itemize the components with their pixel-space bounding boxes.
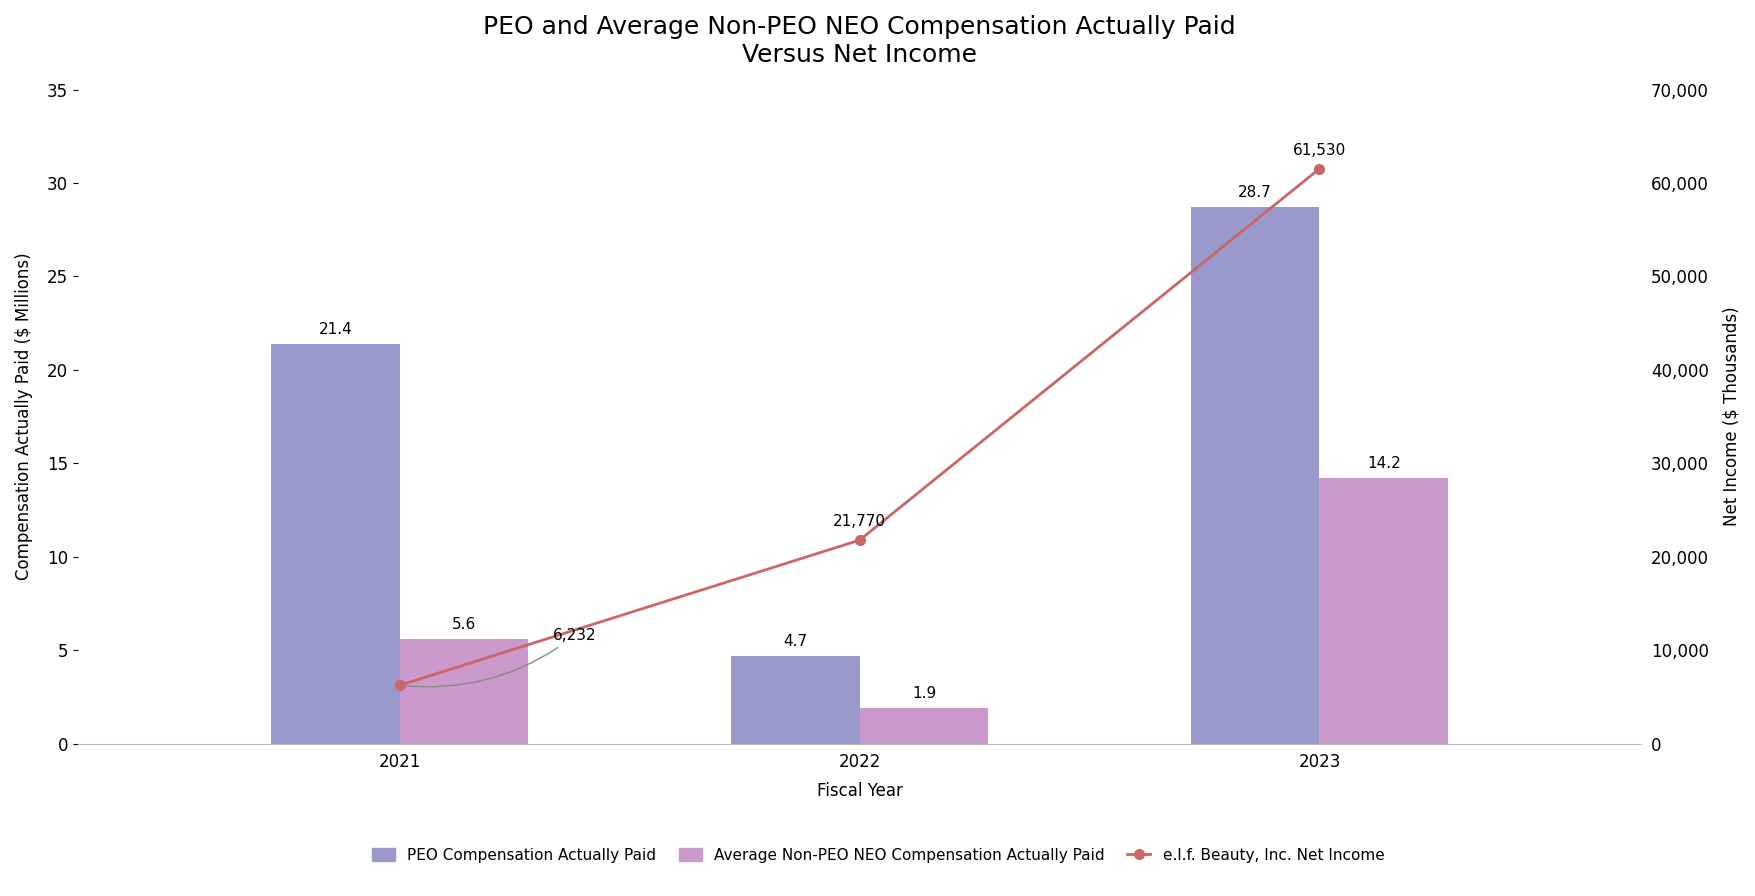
Text: 14.2: 14.2 — [1365, 456, 1400, 471]
Text: 28.7: 28.7 — [1237, 185, 1271, 201]
Title: PEO and Average Non-PEO NEO Compensation Actually Paid
Versus Net Income: PEO and Average Non-PEO NEO Compensation… — [483, 15, 1236, 67]
Y-axis label: Net Income ($ Thousands): Net Income ($ Thousands) — [1722, 306, 1739, 526]
Text: 1.9: 1.9 — [911, 686, 935, 701]
Text: 21,770: 21,770 — [832, 514, 886, 529]
Text: 6,232: 6,232 — [402, 628, 597, 687]
X-axis label: Fiscal Year: Fiscal Year — [816, 782, 902, 800]
Text: 5.6: 5.6 — [451, 617, 476, 632]
Text: 4.7: 4.7 — [783, 633, 807, 649]
Bar — [270, 344, 400, 744]
Bar — [1318, 478, 1448, 744]
Bar — [860, 708, 988, 744]
Text: 21.4: 21.4 — [318, 322, 353, 337]
Bar — [1190, 207, 1318, 744]
Bar — [400, 639, 528, 744]
Bar — [730, 656, 860, 744]
Legend: PEO Compensation Actually Paid, Average Non-PEO NEO Compensation Actually Paid, : PEO Compensation Actually Paid, Average … — [363, 840, 1392, 870]
Y-axis label: Compensation Actually Paid ($ Millions): Compensation Actually Paid ($ Millions) — [16, 253, 33, 581]
Text: 61,530: 61,530 — [1292, 142, 1346, 158]
